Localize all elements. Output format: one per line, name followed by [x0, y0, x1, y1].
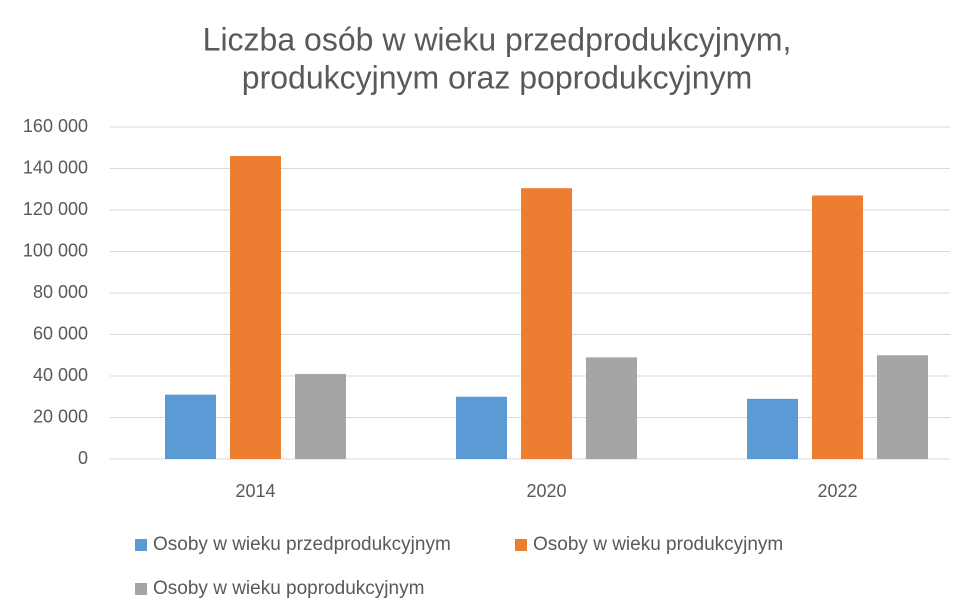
y-tick-label: 140 000: [23, 157, 88, 177]
legend-label: Osoby w wieku produkcyjnym: [533, 534, 783, 555]
bar: [165, 394, 216, 459]
bar: [456, 396, 507, 459]
legend-swatch: [135, 539, 147, 551]
legend-swatch: [515, 539, 527, 551]
bar: [812, 195, 863, 459]
x-tick-label: 2020: [526, 481, 566, 501]
x-tick-label: 2014: [235, 481, 275, 501]
y-tick-label: 160 000: [23, 116, 88, 136]
chart-title: produkcyjnym oraz poprodukcyjnym: [242, 59, 752, 95]
y-tick-label: 0: [78, 448, 88, 468]
chart-title: Liczba osób w wieku przedprodukcyjnym,: [203, 21, 792, 57]
legend-label: Osoby w wieku poprodukcyjnym: [153, 578, 424, 599]
bar: [295, 373, 346, 459]
x-tick-label: 2022: [817, 481, 857, 501]
y-tick-label: 80 000: [33, 282, 88, 302]
y-tick-label: 120 000: [23, 199, 88, 219]
bar: [747, 398, 798, 459]
y-tick-label: 100 000: [23, 240, 88, 260]
legend-swatch: [135, 583, 147, 595]
y-tick-label: 40 000: [33, 365, 88, 385]
bar: [521, 188, 572, 459]
y-tick-label: 20 000: [33, 406, 88, 426]
bar: [877, 355, 928, 459]
bar: [586, 357, 637, 459]
bar: [230, 156, 281, 460]
y-tick-label: 60 000: [33, 323, 88, 343]
legend-label: Osoby w wieku przedprodukcyjnym: [153, 534, 451, 555]
